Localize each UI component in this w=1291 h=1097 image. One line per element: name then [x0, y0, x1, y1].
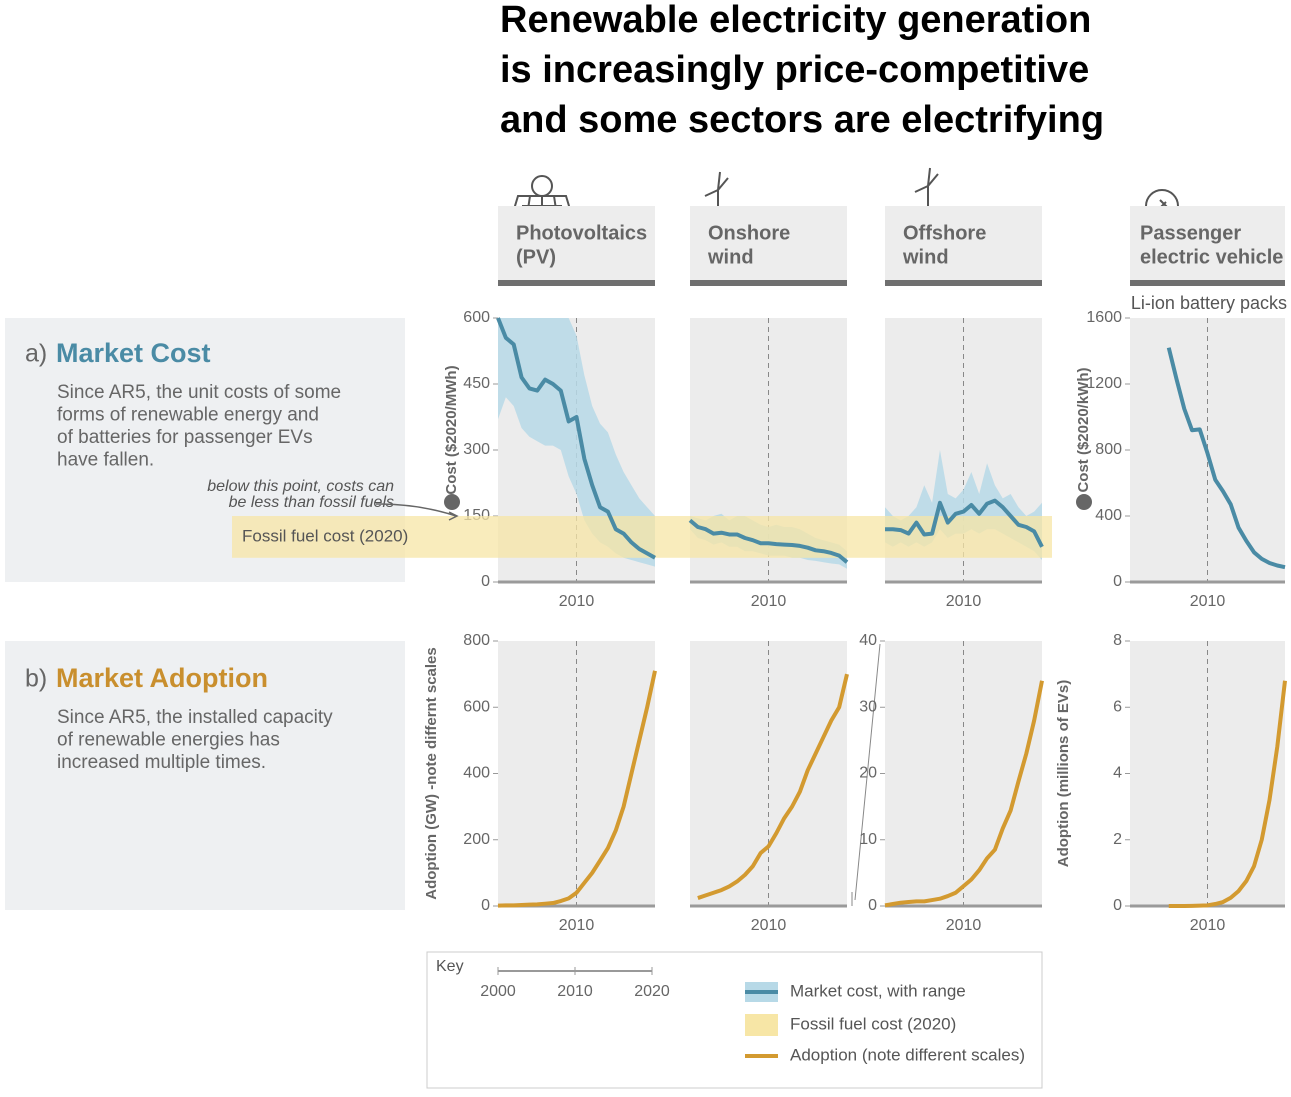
header-label: electric vehicle	[1140, 246, 1283, 268]
x-tick-label: 2010	[1190, 593, 1226, 610]
y-tick-label: 1200	[1086, 375, 1122, 392]
header-bar	[498, 280, 655, 286]
y-tick-label: 0	[481, 897, 490, 914]
cost-icon	[1076, 494, 1092, 510]
row-text: have fallen.	[57, 450, 154, 471]
title: and some sectors are electrifying	[500, 99, 1104, 141]
key-label: Fossil fuel cost (2020)	[790, 1014, 956, 1033]
series-line	[497, 670, 657, 908]
y-tick-label: 800	[463, 632, 490, 649]
header-label: Passenger	[1140, 222, 1241, 244]
y-tick-label: 0	[481, 573, 490, 590]
key-box	[426, 951, 1043, 1089]
header-box	[885, 206, 1042, 280]
y-tick-label: 8	[1113, 632, 1122, 649]
y-axis-label: Adoption (millions of EVs)	[1055, 680, 1072, 868]
row-box	[5, 641, 405, 910]
x-tick-label: 2010	[1190, 917, 1226, 934]
y-axis-label: Cost ($2020/MWh)	[443, 365, 460, 494]
header-label: wind	[707, 246, 754, 268]
row-text: of batteries for passenger EVs	[57, 427, 313, 448]
series-line	[496, 317, 656, 560]
header-label: (PV)	[516, 246, 556, 268]
row-text: Since AR5, the installed capacity	[57, 707, 333, 728]
y-tick-label: 2	[1113, 831, 1122, 848]
y-tick-label: 400	[463, 765, 490, 782]
cost-range	[498, 318, 655, 567]
y-tick-label: 30	[859, 698, 877, 715]
y-tick-label: 450	[463, 375, 490, 392]
header-label: Offshore	[903, 222, 986, 244]
row-heading: Market Adoption	[56, 663, 268, 693]
key-tick-label: 2010	[557, 983, 593, 1000]
row-text: increased multiple times.	[57, 752, 266, 773]
y-tick-label: 0	[868, 897, 877, 914]
series-line	[697, 673, 849, 900]
key-title: Key	[436, 958, 464, 975]
y-axis-label: Adoption (GW) -note differnt scales	[423, 647, 440, 900]
header-box	[498, 206, 655, 280]
y-tick-label: 600	[463, 698, 490, 715]
y-tick-label: 0	[1113, 897, 1122, 914]
x-tick-label: 2010	[946, 917, 982, 934]
annotation: below this point, costs can	[207, 478, 394, 495]
cost-icon	[444, 494, 460, 510]
header-label: wind	[902, 246, 949, 268]
y-tick-label: 300	[463, 441, 490, 458]
lines	[496, 317, 1287, 908]
title: is increasingly price-competitive	[500, 49, 1089, 91]
y-tick-label: 400	[1095, 507, 1122, 524]
series-line	[885, 498, 1044, 548]
y-tick-label: 10	[859, 831, 877, 848]
row-text: of renewable energies has	[57, 730, 280, 751]
y-tick-label: 800	[1095, 441, 1122, 458]
y-tick-label: 200	[463, 831, 490, 848]
y-tick-label: 0	[1113, 573, 1122, 590]
x-tick-label: 2010	[751, 917, 787, 934]
y-tick-label: 6	[1113, 698, 1122, 715]
title: Renewable electricity generation	[500, 0, 1091, 41]
x-tick-label: 2010	[946, 593, 982, 610]
header-bar	[1130, 280, 1285, 286]
y-tick-label: 40	[859, 632, 877, 649]
fossil-band-label: Fossil fuel cost (2020)	[242, 526, 408, 545]
header-bar	[885, 280, 1042, 286]
scale-connector	[851, 643, 881, 906]
header-label: Photovoltaics	[516, 222, 647, 244]
row-text: forms of renewable energy and	[57, 405, 319, 426]
series-line	[688, 518, 849, 564]
row-text: Since AR5, the unit costs of some	[57, 382, 341, 403]
x-tick-label: 2010	[559, 917, 595, 934]
series-line	[884, 680, 1044, 908]
panel-subtitle: Li-ion battery packs	[1131, 293, 1287, 313]
header-box	[690, 206, 847, 280]
x-tick-label: 2010	[559, 593, 595, 610]
y-tick-label: 1600	[1086, 309, 1122, 326]
y-tick-label: 4	[1113, 765, 1122, 782]
key-label: Market cost, with range	[790, 981, 966, 1000]
row-prefix: b)	[25, 665, 47, 693]
y-tick-label: 600	[463, 309, 490, 326]
row-heading: Market Cost	[56, 338, 211, 368]
key-label: Adoption (note different scales)	[790, 1045, 1025, 1064]
series-line	[1166, 347, 1286, 570]
header-box	[1130, 206, 1285, 280]
header-bar	[690, 280, 847, 286]
y-tick-label: 20	[859, 765, 877, 782]
panels	[493, 317, 1285, 908]
row-prefix: a)	[25, 340, 47, 368]
annotation-arrow	[375, 503, 459, 521]
key-swatch	[745, 1014, 778, 1036]
key-tick-label: 2020	[634, 983, 670, 1000]
key-tick-label: 2000	[480, 983, 516, 1000]
series-line	[1168, 680, 1287, 908]
header-label: Onshore	[708, 222, 790, 244]
annotation: be less than fossil fuels	[229, 494, 394, 511]
x-tick-label: 2010	[751, 593, 787, 610]
y-axis-label: Cost ($2020/kWh)	[1075, 367, 1092, 492]
